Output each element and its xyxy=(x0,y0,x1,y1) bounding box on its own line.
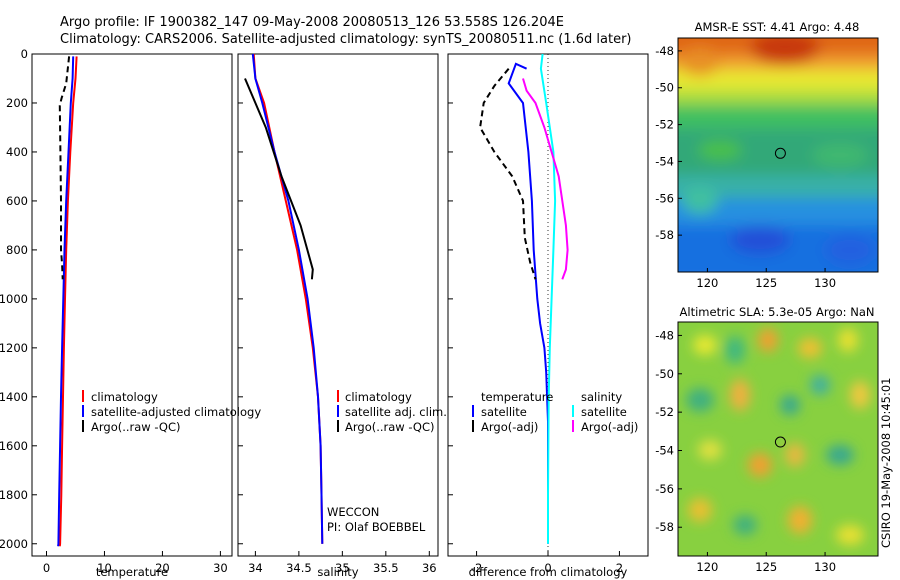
legend-label-argo: Argo(..raw -QC) xyxy=(91,420,181,434)
y-tick-label: 600 xyxy=(6,194,28,208)
series-satellite-adjusted-climatology xyxy=(57,56,75,547)
salinity-frame xyxy=(237,53,439,557)
sla-map-field xyxy=(678,322,878,556)
timestamp-label: CSIRO 19-May-2008 10:45:01 xyxy=(879,378,893,549)
series-argo-raw-qc- xyxy=(58,56,71,280)
legend-label-temp-satellite: satellite xyxy=(481,405,527,419)
map-y-tick-label: -54 xyxy=(655,444,674,458)
x-tick-label: 34.5 xyxy=(286,561,312,575)
temperature-legend: climatology satellite-adjusted climatolo… xyxy=(82,390,261,434)
map-y-tick-label: -50 xyxy=(655,367,674,381)
sst-argo-marker xyxy=(774,147,786,159)
x-tick-label: 0 xyxy=(43,561,50,575)
x-axis-label: difference from climatology xyxy=(469,565,628,579)
x-tick-label: 34 xyxy=(248,561,263,575)
y-tick-label: 1400 xyxy=(0,390,28,404)
map-y-tick-label: -58 xyxy=(655,228,674,242)
map-y-tick-label: -52 xyxy=(655,405,674,419)
temperature-panel: 0 10 20 30 temperature 0 200 400 600 800 1000 1200 1… xyxy=(0,47,233,579)
legend-label-satellite: satellite adj. clim. xyxy=(345,405,447,419)
y-tick-label: 1800 xyxy=(0,488,28,502)
x-tick-label: 20 xyxy=(155,561,170,575)
salinity-panel: 34 34.5 35 35.5 36 salinity xyxy=(237,53,439,579)
map-x-tick-label: 120 xyxy=(696,560,718,574)
series-argo-raw-qc- xyxy=(244,78,314,280)
sst-map-axes: 120 125 130 -48 -50 -52 -54 -56 -58 xyxy=(655,44,836,290)
y-tick-label: 1600 xyxy=(0,439,28,453)
figure-subtitle: Climatology: CARS2006. Satellite-adjuste… xyxy=(60,32,632,47)
legend-label-sal-satellite: satellite xyxy=(581,405,627,419)
x-tick-label: -2 xyxy=(471,561,482,575)
x-axis-label: temperature xyxy=(96,565,168,579)
map-y-tick-label: -50 xyxy=(655,81,674,95)
map-x-tick-label: 125 xyxy=(755,276,777,290)
x-tick-label: 30 xyxy=(213,561,228,575)
x-tick-label: 0 xyxy=(544,561,551,575)
temperature-frame xyxy=(31,53,233,557)
legend-label-satellite: satellite-adjusted climatology xyxy=(91,405,261,419)
y-tick-label: 1200 xyxy=(0,341,28,355)
y-tick-label: 400 xyxy=(6,145,28,159)
salinity-legend: climatology satellite adj. clim. Argo(..… xyxy=(337,390,447,434)
pi-label: PI: Olaf BOEBBEL xyxy=(327,520,426,534)
sst-map-field xyxy=(678,38,878,272)
legend-label-argo: Argo(..raw -QC) xyxy=(345,420,435,434)
series-temperature-satellite xyxy=(507,62,549,544)
x-tick-label: 10 xyxy=(97,561,112,575)
y-tick-label: 0 xyxy=(21,47,28,61)
program-label: WECCON xyxy=(327,505,379,519)
legend-label-temp-argo: Argo(-adj) xyxy=(481,420,538,434)
series-satellite-adj-clim- xyxy=(251,53,324,544)
map-x-tick-label: 125 xyxy=(755,560,777,574)
series-climatology xyxy=(252,53,324,544)
series-salinity-satellite xyxy=(539,53,557,544)
sst-map-title: AMSR-E SST: 4.41 Argo: 4.48 xyxy=(695,20,860,34)
series-climatology xyxy=(58,56,78,547)
legend-heading-salinity: salinity xyxy=(581,390,622,404)
difference-legend: temperature satellite Argo(-adj) salinit… xyxy=(472,390,638,434)
y-tick-label: 200 xyxy=(6,96,28,110)
series-salinity-argo-adj- xyxy=(522,78,569,280)
sla-map-frame xyxy=(677,321,879,557)
legend-label-climatology: climatology xyxy=(91,390,158,404)
legend-label-climatology: climatology xyxy=(345,390,412,404)
legend-label-sal-argo: Argo(-adj) xyxy=(581,420,638,434)
map-y-tick-label: -58 xyxy=(655,520,674,534)
map-y-tick-label: -56 xyxy=(655,191,674,205)
y-tick-label: 800 xyxy=(6,243,28,257)
map-y-tick-label: -48 xyxy=(655,44,674,58)
series-temperature-argo-adj- xyxy=(479,68,537,280)
x-tick-label: 35 xyxy=(335,561,350,575)
map-y-tick-label: -52 xyxy=(655,118,674,132)
legend-heading-temperature: temperature xyxy=(481,390,553,404)
x-tick-label: 35.5 xyxy=(373,561,399,575)
sst-map-frame xyxy=(677,37,879,273)
map-y-tick-label: -56 xyxy=(655,482,674,496)
map-x-tick-label: 130 xyxy=(814,276,836,290)
map-x-tick-label: 120 xyxy=(696,276,718,290)
sla-argo-marker xyxy=(774,436,786,448)
y-tick-label: 2000 xyxy=(0,537,28,551)
x-axis-label: salinity xyxy=(317,565,358,579)
x-tick-label: 36 xyxy=(422,561,437,575)
map-y-tick-label: -48 xyxy=(655,328,674,342)
sla-map-axes: 120 125 130 -48 -50 -52 -54 -56 -58 xyxy=(655,328,836,574)
profile-panels: 0 10 20 30temperature0200400600800100012001… xyxy=(0,47,649,579)
map-x-tick-label: 130 xyxy=(814,560,836,574)
map-y-tick-label: -54 xyxy=(655,154,674,168)
sla-map-title: Altimetric SLA: 5.3e-05 Argo: NaN xyxy=(680,305,875,319)
figure-title: Argo profile: IF 1900382_147 09-May-2008… xyxy=(60,15,564,30)
y-tick-label: 1000 xyxy=(0,292,28,306)
x-tick-label: 2 xyxy=(616,561,623,575)
